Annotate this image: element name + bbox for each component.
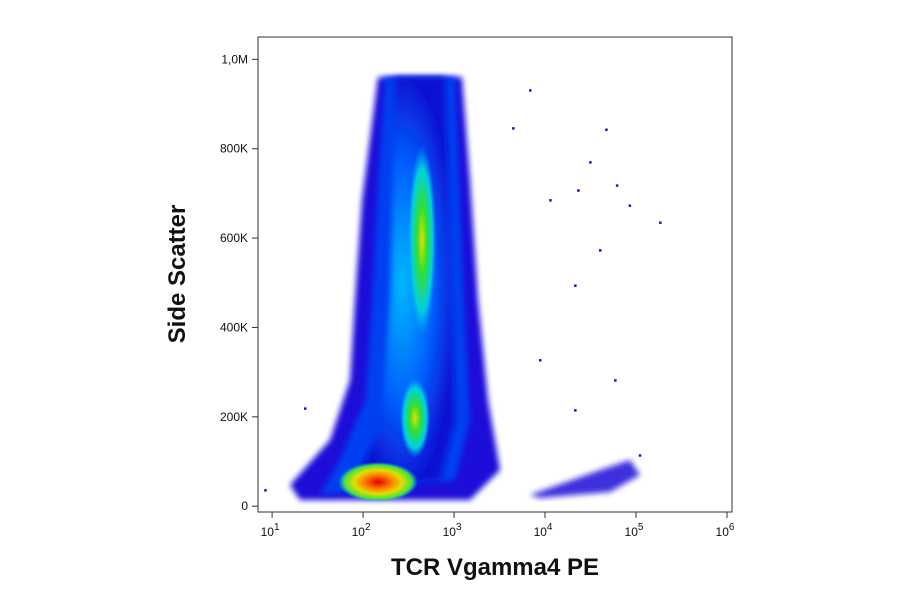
x-tick-exponent: 4 bbox=[547, 522, 553, 533]
plot-frame bbox=[257, 36, 733, 513]
y-tick-label: 800K bbox=[220, 142, 248, 156]
x-tick-exponent: 3 bbox=[456, 522, 462, 533]
x-tick-exponent: 1 bbox=[274, 522, 280, 533]
y-tick-label: 1,0M bbox=[221, 52, 248, 66]
point bbox=[574, 284, 577, 287]
x-tick-label: 106 bbox=[716, 522, 735, 539]
x-tick-exponent: 6 bbox=[729, 522, 735, 533]
y-tick-label: 0 bbox=[241, 499, 248, 513]
point bbox=[615, 184, 619, 187]
point bbox=[659, 221, 662, 224]
x-tick-base: 10 bbox=[534, 525, 548, 539]
x-tick-label: 101 bbox=[261, 522, 280, 539]
point bbox=[605, 128, 608, 131]
point bbox=[512, 127, 515, 130]
x-tick-base: 10 bbox=[352, 525, 366, 539]
x-tick-label: 102 bbox=[352, 522, 371, 539]
y-tick-label: 200K bbox=[220, 410, 248, 424]
x-tick-label: 105 bbox=[625, 522, 644, 539]
x-tick-label: 103 bbox=[443, 522, 462, 539]
x-tick-base: 10 bbox=[625, 525, 639, 539]
x-axis-title: TCR Vgamma4 PE bbox=[391, 554, 599, 581]
point bbox=[638, 454, 642, 457]
point bbox=[538, 359, 542, 362]
x-tick-exponent: 5 bbox=[638, 522, 644, 533]
point bbox=[614, 379, 617, 382]
point bbox=[574, 409, 577, 412]
x-tick-base: 10 bbox=[443, 525, 457, 539]
y-axis-title: Side Scatter bbox=[164, 205, 191, 344]
point bbox=[628, 204, 632, 207]
point bbox=[589, 161, 592, 164]
y-tick-label: 400K bbox=[220, 320, 248, 334]
x-tick-label: 104 bbox=[534, 522, 553, 539]
x-tick-base: 10 bbox=[261, 525, 275, 539]
x-tick-base: 10 bbox=[716, 525, 730, 539]
point bbox=[577, 189, 580, 192]
point bbox=[549, 199, 552, 202]
point bbox=[599, 249, 602, 252]
y-tick-label: 600K bbox=[220, 231, 248, 245]
point bbox=[304, 407, 307, 410]
density-cloud bbox=[290, 77, 640, 502]
point bbox=[529, 89, 532, 92]
x-tick-exponent: 2 bbox=[365, 522, 371, 533]
point bbox=[264, 489, 267, 492]
